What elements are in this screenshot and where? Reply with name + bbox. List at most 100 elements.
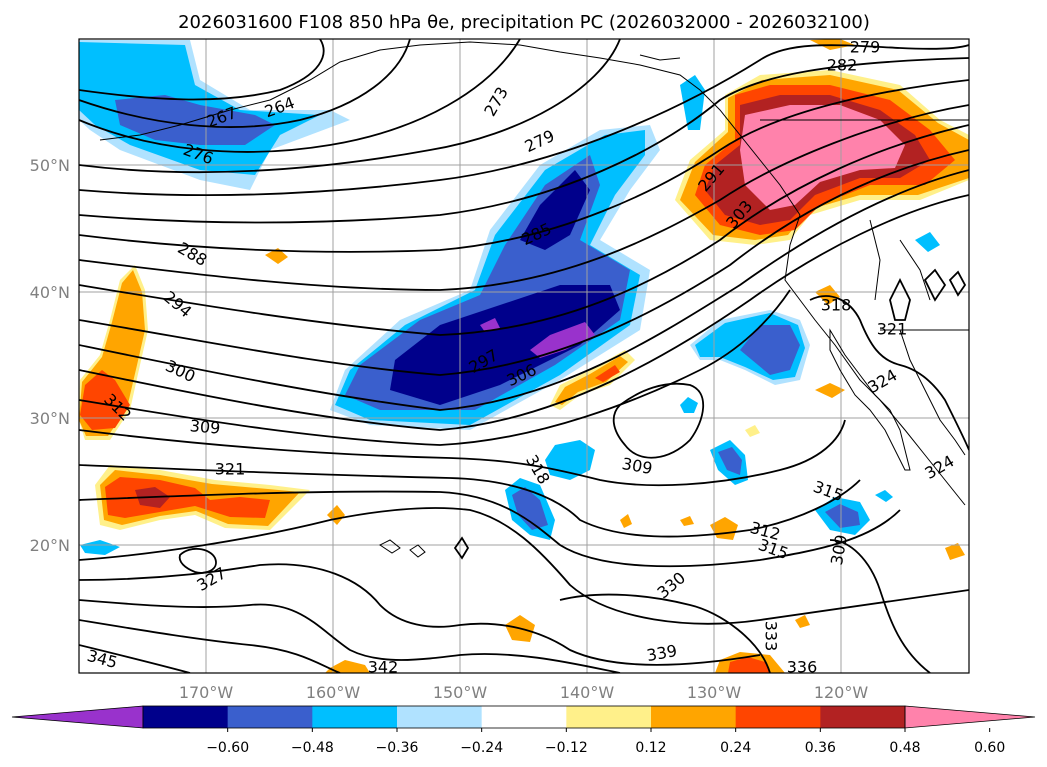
colorbar-extend-low <box>11 705 144 729</box>
pos-area-small-k <box>620 514 632 528</box>
colorbar-swatch <box>651 706 737 728</box>
contour-label: 336 <box>787 658 818 677</box>
neg-area-small-3-blue <box>718 447 742 475</box>
contour-line <box>923 268 947 302</box>
pos-area-sw-red <box>105 477 270 518</box>
coastlines <box>99 41 969 558</box>
colorbar: −0.60 −0.48 −0.36 −0.24 −0.12 0.12 0.24 0.36 0.4… <box>11 705 1036 756</box>
contour-label: 318 <box>821 296 852 315</box>
neg-area-east-blue <box>740 325 800 375</box>
contour-line <box>829 539 931 673</box>
contour-line <box>809 295 969 451</box>
pos-area-small-f <box>945 543 965 560</box>
contour-line <box>79 490 901 568</box>
pos-area-small-i <box>680 516 694 526</box>
coastline-baja <box>829 328 911 471</box>
lon-label-120w: 120°W <box>814 683 869 702</box>
contour-line <box>79 39 621 174</box>
contour-line <box>948 270 967 297</box>
map-frame <box>78 38 970 674</box>
contour-line <box>79 104 969 291</box>
lon-label-160w: 160°W <box>306 683 361 702</box>
colorbar-frame <box>142 705 906 729</box>
colorbar-swatch <box>397 706 483 728</box>
lat-label-20n: 20°N <box>30 536 70 555</box>
contour-line <box>79 79 969 253</box>
colorbar-swatch <box>227 706 313 728</box>
contour-line <box>79 563 761 666</box>
contour-line <box>79 599 621 673</box>
contour-label: 333 <box>762 621 781 652</box>
pos-area-small-c <box>265 248 288 264</box>
coastline-state-1 <box>869 219 881 301</box>
theta-e-contours <box>79 39 969 673</box>
contour-line <box>79 644 191 673</box>
colorbar-tick-label: 0.24 <box>720 740 751 756</box>
contour-line <box>79 289 791 446</box>
contour-line <box>79 149 969 376</box>
pos-area-small-h <box>745 425 760 437</box>
contour-line <box>79 169 969 411</box>
coastline-state-2 <box>899 239 931 301</box>
contour-line <box>889 277 911 321</box>
colorbar-tick-label: 0.12 <box>635 740 666 756</box>
colorbar-tick-label: −0.24 <box>460 740 503 756</box>
contour-label: 321 <box>877 320 908 339</box>
neg-area-main-navy-north <box>520 170 590 250</box>
pos-area-west-red <box>80 370 130 430</box>
neg-area-small-5 <box>680 397 698 413</box>
neg-area-small-2-blue <box>512 487 548 530</box>
contour-line <box>453 536 470 560</box>
colorbar-extend-high <box>904 705 1036 729</box>
contour-line <box>79 619 341 673</box>
pos-area-small-g <box>815 383 845 398</box>
pos-area-bottom-3 <box>325 660 370 673</box>
colorbar-tick-label: 0.48 <box>889 740 920 756</box>
lon-label-150w: 150°W <box>433 683 488 702</box>
lon-label-130w: 130°W <box>687 683 742 702</box>
neg-area-small-4-blue <box>825 504 860 528</box>
contour-line <box>79 464 861 538</box>
colorbar-swatch <box>820 706 906 728</box>
pos-area-small-b <box>327 505 345 525</box>
colorbar-swatch <box>143 706 229 728</box>
pos-area-mid-orange <box>555 356 628 405</box>
colorbar-tick-label: −0.48 <box>291 740 334 756</box>
contour-line <box>79 39 411 128</box>
neg-area-small-7 <box>80 540 120 555</box>
lon-label-170w: 170°W <box>179 683 234 702</box>
contour-line <box>178 548 217 574</box>
colorbar-tick-label: 0.60 <box>974 740 1005 756</box>
contour-line <box>79 39 325 101</box>
coastline-islands-2 <box>379 539 401 554</box>
contour-line <box>79 419 846 487</box>
pos-area-mid-red <box>595 365 620 382</box>
coastline-islands-1 <box>639 54 681 61</box>
colorbar-tick-label: 0.36 <box>805 740 836 756</box>
colorbar-swatch <box>566 706 652 728</box>
colorbar-swatch <box>312 706 398 728</box>
figure-title: 2026031600 F108 850 hPa θe, precipitatio… <box>178 12 870 33</box>
contour-line <box>79 507 969 625</box>
lat-label-50n: 50°N <box>30 156 70 175</box>
contour-label: 309 <box>189 416 221 438</box>
colorbar-swatch <box>481 706 567 728</box>
contour-line <box>79 57 969 224</box>
contour-label: 282 <box>827 56 858 75</box>
neg-area-main-purple-2 <box>480 318 500 332</box>
contour-line <box>79 39 521 153</box>
colorbar-swatch <box>735 706 821 728</box>
contour-line <box>79 194 969 431</box>
colorbar-tick-label: −0.60 <box>206 740 249 756</box>
colorbar-tick-label: −0.36 <box>376 740 419 756</box>
contour-label: 342 <box>368 658 399 677</box>
coastline-na-west <box>784 214 966 506</box>
neg-area-main-purple <box>530 322 595 358</box>
coastline-gulf-ca <box>899 329 966 456</box>
lon-label-140w: 140°W <box>560 683 615 702</box>
colorbar-tick-label: −0.12 <box>545 740 588 756</box>
lat-label-30n: 30°N <box>30 409 70 428</box>
contour-line <box>79 124 969 336</box>
